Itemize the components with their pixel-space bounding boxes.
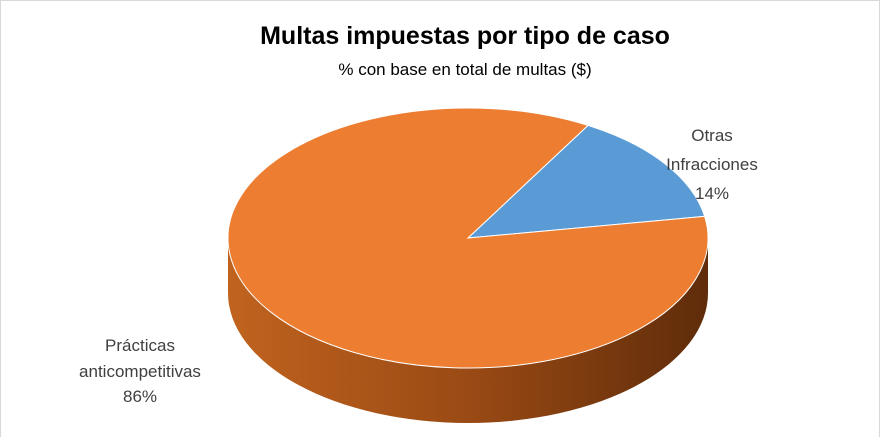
- chart-subtitle: % con base en total de multas ($): [338, 60, 592, 79]
- slice-label: Otras Infracciones 14%: [652, 121, 772, 208]
- category-label: Otras Infracciones: [666, 126, 758, 174]
- slice: [466, 124, 706, 239]
- value-label: 14%: [694, 184, 730, 203]
- slice-label: Prácticas anticompetitivas 86%: [78, 333, 202, 410]
- slice: [227, 107, 709, 369]
- slice-side: [228, 238, 708, 423]
- category-label: Prácticas anticompetitivas: [79, 336, 201, 381]
- chart-title: Multas impuestas por tipo de caso: [260, 22, 670, 50]
- value-label: 86%: [122, 387, 158, 406]
